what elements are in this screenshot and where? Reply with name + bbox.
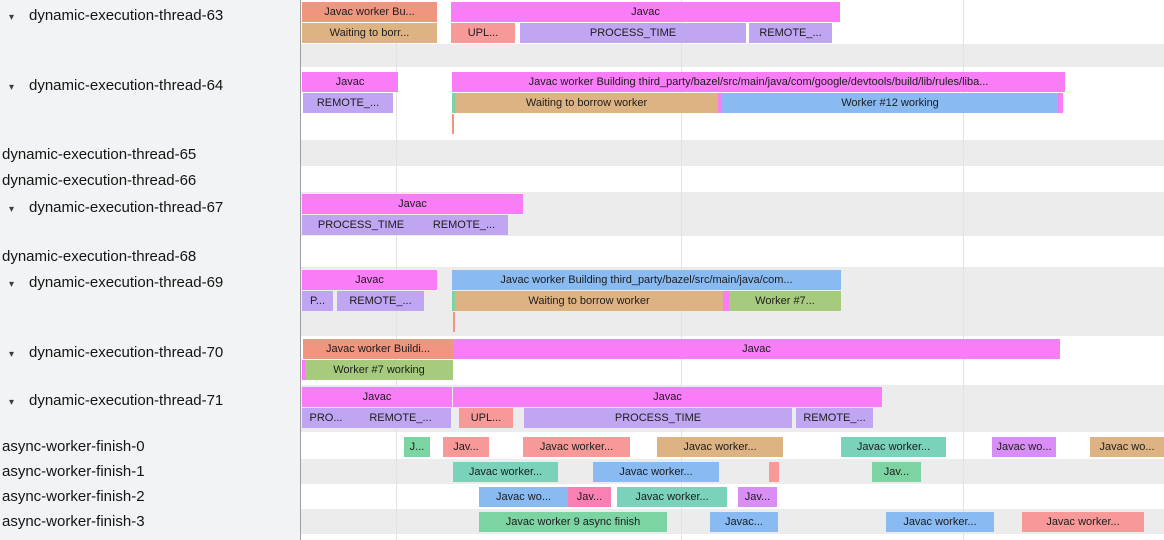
timeline-slice[interactable]: Javac worker Building third_party/bazel/… xyxy=(452,72,1065,92)
collapse-triangle-icon[interactable]: ▾ xyxy=(9,82,15,93)
timeline-slice[interactable] xyxy=(718,93,722,113)
collapse-triangle-icon[interactable]: ▾ xyxy=(9,204,15,215)
track-label-dynamic-execution-thread-67[interactable]: ▾ dynamic-execution-thread-67 xyxy=(0,196,223,220)
timeline-slice[interactable]: Waiting to borrow worker xyxy=(455,93,718,113)
timeline-slice[interactable]: Javac worker... xyxy=(523,437,630,457)
track-label-dynamic-execution-thread-70[interactable]: ▾ dynamic-execution-thread-70 xyxy=(0,341,223,365)
timeline-slice[interactable]: Javac worker Buildi... xyxy=(303,339,453,359)
time-gridline xyxy=(963,0,964,540)
timeline-slice[interactable] xyxy=(723,291,729,311)
track-name-text: dynamic-execution-thread-71 xyxy=(29,392,224,409)
track-name-text: dynamic-execution-thread-65 xyxy=(2,146,197,163)
timeline-slice[interactable]: UPL... xyxy=(459,408,513,428)
timeline-slice[interactable]: Javac xyxy=(451,2,840,22)
track-name-text: dynamic-execution-thread-68 xyxy=(2,248,197,265)
track-name-text: dynamic-execution-thread-63 xyxy=(29,7,224,24)
collapse-triangle-icon[interactable]: ▾ xyxy=(9,279,15,290)
timeline-slice[interactable]: Javac worker... xyxy=(886,512,994,532)
timeline-slice[interactable]: J... xyxy=(404,437,430,457)
timeline-slice[interactable]: P... xyxy=(302,291,333,311)
track-name-text: dynamic-execution-thread-67 xyxy=(29,199,224,216)
timeline-slice[interactable]: Javac worker... xyxy=(453,462,558,482)
track-name-text: dynamic-execution-thread-70 xyxy=(29,344,224,361)
timeline-slice[interactable]: REMOTE_... xyxy=(420,215,508,235)
timeline-slice[interactable] xyxy=(452,291,455,311)
timeline-slice[interactable]: Worker #7... xyxy=(729,291,841,311)
timeline-slice[interactable]: UPL... xyxy=(451,23,515,43)
track-name-text: async-worker-finish-3 xyxy=(2,513,145,530)
timeline-slice[interactable]: Javac wo... xyxy=(992,437,1056,457)
timeline-slice[interactable]: REMOTE_... xyxy=(749,23,832,43)
track-label-dynamic-execution-thread-69[interactable]: ▾ dynamic-execution-thread-69 xyxy=(0,271,223,295)
timeline-slice-tick[interactable] xyxy=(452,114,454,134)
timeline-slice[interactable] xyxy=(769,462,779,482)
timeline-slice[interactable]: PROCESS_TIME xyxy=(520,23,746,43)
collapse-triangle-icon[interactable]: ▾ xyxy=(9,349,15,360)
timeline-slice[interactable]: Waiting to borr... xyxy=(302,23,437,43)
track-name-sidebar: ▾ dynamic-execution-thread-63 ▾ dynamic-exe… xyxy=(0,0,301,540)
track-background-band xyxy=(301,140,1164,166)
timeline-slice[interactable]: Javac xyxy=(453,339,1060,359)
timeline-slice[interactable]: Worker #12 working xyxy=(722,93,1058,113)
collapse-triangle-icon[interactable]: ▾ xyxy=(9,12,15,23)
track-label-dynamic-execution-thread-64[interactable]: ▾ dynamic-execution-thread-64 xyxy=(0,74,223,98)
track-name-text: async-worker-finish-1 xyxy=(2,463,145,480)
track-name-text: async-worker-finish-2 xyxy=(2,488,145,505)
timeline-slice[interactable]: REMOTE_... xyxy=(350,408,451,428)
timeline-slice[interactable]: Javac xyxy=(453,387,882,407)
timeline-slice[interactable]: Javac worker 9 async finish xyxy=(479,512,667,532)
track-background-band xyxy=(301,459,1164,484)
timeline-slice[interactable] xyxy=(452,93,455,113)
timeline-slice[interactable]: Jav... xyxy=(738,487,777,507)
timeline-slice[interactable]: REMOTE_... xyxy=(337,291,424,311)
track-name-text: dynamic-execution-thread-64 xyxy=(29,77,224,94)
timeline-slice[interactable]: Javac wo... xyxy=(479,487,568,507)
timeline-slice[interactable]: Javac worker... xyxy=(1022,512,1144,532)
timeline-slice[interactable]: REMOTE_... xyxy=(796,408,873,428)
timeline-slice[interactable] xyxy=(302,360,305,380)
timeline-slice[interactable]: Jav... xyxy=(872,462,921,482)
timeline-slice[interactable] xyxy=(1058,93,1063,113)
timeline-slice[interactable]: Javac xyxy=(302,387,452,407)
track-label-async-worker-finish-0[interactable]: async-worker-finish-0 xyxy=(0,435,145,459)
track-name-text: dynamic-execution-thread-69 xyxy=(29,274,224,291)
track-label-dynamic-execution-thread-68[interactable]: dynamic-execution-thread-68 xyxy=(0,245,196,269)
timeline-slice[interactable]: Javac xyxy=(302,72,398,92)
timeline-slice[interactable]: Javac worker Building third_party/bazel/… xyxy=(452,270,841,290)
track-label-async-worker-finish-2[interactable]: async-worker-finish-2 xyxy=(0,485,145,509)
timeline-slice[interactable]: PROCESS_TIME xyxy=(302,215,420,235)
timeline-slice[interactable]: REMOTE_... xyxy=(303,93,393,113)
timeline-slice[interactable]: Jav... xyxy=(443,437,489,457)
track-label-async-worker-finish-1[interactable]: async-worker-finish-1 xyxy=(0,460,145,484)
track-label-dynamic-execution-thread-71[interactable]: ▾ dynamic-execution-thread-71 xyxy=(0,389,223,413)
collapse-triangle-icon[interactable]: ▾ xyxy=(9,397,15,408)
timeline-slice[interactable]: Javac worker... xyxy=(841,437,946,457)
track-background-band xyxy=(301,44,1164,67)
track-name-text: dynamic-execution-thread-66 xyxy=(2,172,197,189)
timeline-slice[interactable]: Javac worker... xyxy=(657,437,783,457)
timeline-slice[interactable]: Javac worker... xyxy=(617,487,727,507)
timeline-slice[interactable]: Javac xyxy=(302,194,523,214)
track-label-dynamic-execution-thread-65[interactable]: dynamic-execution-thread-65 xyxy=(0,143,196,167)
timeline-slice[interactable]: PRO... xyxy=(302,408,350,428)
track-label-dynamic-execution-thread-63[interactable]: ▾ dynamic-execution-thread-63 xyxy=(0,4,223,28)
track-label-async-worker-finish-3[interactable]: async-worker-finish-3 xyxy=(0,510,145,534)
timeline-slice[interactable]: Javac worker... xyxy=(593,462,719,482)
timeline-slice-tick[interactable] xyxy=(453,312,455,332)
track-name-text: async-worker-finish-0 xyxy=(2,438,145,455)
track-label-dynamic-execution-thread-66[interactable]: dynamic-execution-thread-66 xyxy=(0,169,196,193)
timeline-slice[interactable]: Waiting to borrow worker xyxy=(455,291,723,311)
timeline-slice[interactable]: Javac... xyxy=(710,512,778,532)
timeline-slice[interactable]: PROCESS_TIME xyxy=(524,408,792,428)
timeline-slice[interactable]: Javac worker Bu... xyxy=(302,2,437,22)
timeline-slice[interactable]: Javac xyxy=(302,270,437,290)
timeline-slice[interactable]: Worker #7 working xyxy=(305,360,453,380)
timeline-slice[interactable]: Jav... xyxy=(568,487,611,507)
timeline-slice[interactable]: Javac wo... xyxy=(1090,437,1164,457)
